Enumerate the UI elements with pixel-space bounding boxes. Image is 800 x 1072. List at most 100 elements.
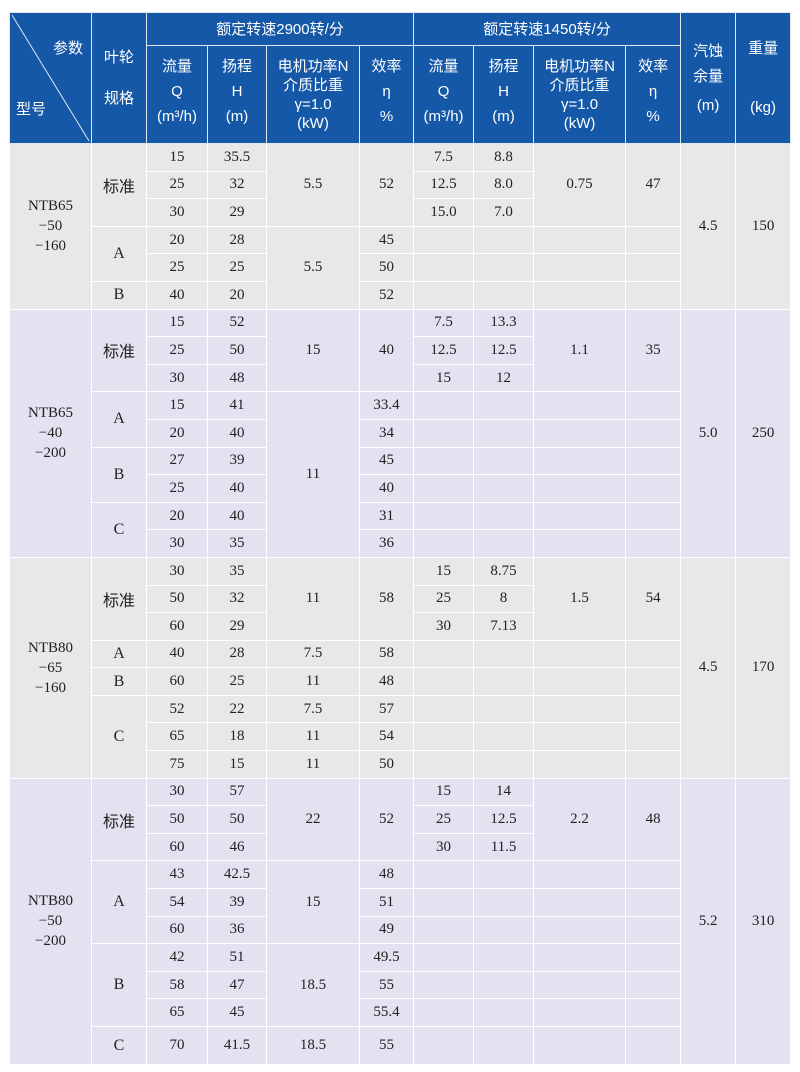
power-header-2900: 电机功率N 介质比重 γ=1.0 (kW) (266, 45, 360, 144)
efficiency-header-line: η (382, 83, 391, 100)
npsh-header-line: 汽蚀 (693, 42, 724, 60)
head-1450-cell-empty (473, 391, 535, 420)
model-line: NTB65 (28, 198, 73, 215)
weight-header: 重量 (kg) (735, 12, 792, 144)
power-1450-cell-empty (533, 446, 627, 476)
model-line: −50 (38, 218, 63, 235)
power-1450-cell-empty (533, 529, 627, 558)
npsh-cell: 5.2 (680, 777, 737, 1066)
flow-1450-cell-empty (413, 391, 475, 420)
efficiency-1450-cell-empty (625, 639, 682, 669)
flow-2900-cell: 58 (146, 970, 208, 1000)
efficiency-1450-cell-empty (625, 722, 682, 752)
table-row: NTB80 −50 −200 标准 30 57 22 52 15 14 2.2 48 5.2 310 (9, 777, 792, 1066)
efficiency-header-line: 效率 (638, 58, 669, 75)
flow-2900-cell: 30 (146, 529, 208, 558)
table-row: 25 32 12.5 8.0 (10, 170, 791, 200)
power-2900-cell: 7.5 (266, 694, 360, 724)
table-row: 30 48 15 12 (10, 363, 791, 393)
efficiency-header-line: η (648, 83, 658, 100)
flow-1450-cell: 7.5 (413, 308, 475, 338)
flow-1450-cell: 7.5 (413, 143, 475, 172)
efficiency-header-2900: 效率 η% (358, 45, 415, 144)
efficiency-2900-cell: 51 (358, 888, 415, 917)
table-row: 60 36 49 (10, 915, 791, 945)
efficiency-1450-cell: 48 (625, 777, 682, 862)
head-2900-cell: 40 (207, 501, 267, 531)
efficiency-1450-cell-empty (625, 280, 682, 310)
efficiency-2900-cell: 31 (358, 501, 415, 531)
efficiency-2900-cell: 45 (358, 446, 415, 476)
flow-2900-cell: 30 (146, 556, 208, 586)
table-row: 65 18 11 54 (10, 722, 791, 752)
head-2900-cell: 18 (207, 722, 267, 752)
efficiency-1450-cell: 54 (625, 556, 682, 641)
power-1450-cell-empty (533, 750, 627, 779)
efficiency-2900-cell: 52 (358, 143, 415, 227)
head-1450-cell-empty (473, 225, 535, 255)
flow-2900-cell: 20 (146, 501, 208, 531)
flow-1450-cell-empty (413, 639, 475, 669)
flow-2900-cell: 25 (146, 253, 208, 282)
model-line: −160 (35, 679, 66, 696)
head-1450-cell: 14 (473, 777, 535, 807)
head-2900-cell: 29 (207, 612, 267, 641)
efficiency-2900-cell: 52 (358, 777, 415, 862)
head-header-line: 扬程 (221, 58, 252, 75)
efficiency-1450-cell-empty (625, 253, 682, 282)
efficiency-2900-cell: 55 (358, 970, 415, 1000)
head-2900-cell: 35 (207, 529, 267, 558)
head-1450-cell-empty (473, 915, 535, 945)
efficiency-2900-cell: 50 (358, 253, 415, 282)
efficiency-1450-cell-empty (625, 529, 682, 558)
efficiency-1450-cell-empty (625, 943, 682, 972)
power-1450-cell-empty (533, 998, 627, 1027)
head-1450-cell: 13.3 (473, 308, 535, 338)
model-line: NTB80 (28, 639, 73, 656)
flow-2900-cell: 20 (146, 225, 208, 255)
head-2900-cell: 32 (207, 584, 267, 614)
flow-header-line: Q (171, 83, 183, 100)
power-2900-cell: 15 (266, 860, 360, 945)
table-row: A 43 42.5 15 48 (10, 860, 791, 945)
model-cell: NTB80 −50 −200 (9, 777, 92, 1066)
head-1450-cell-empty (473, 280, 535, 310)
weight-cell: 150 (735, 143, 792, 310)
model-param-corner-header: 参数 型号 (9, 12, 92, 144)
efficiency-1450-cell-empty (625, 225, 682, 255)
head-2900-cell: 28 (207, 639, 267, 669)
efficiency-2900-cell: 50 (358, 750, 415, 779)
flow-2900-cell: 43 (146, 860, 208, 890)
head-1450-cell: 12 (473, 363, 535, 393)
flow-1450-cell-empty (413, 888, 475, 917)
power-1450-cell: 1.5 (533, 556, 627, 641)
head-2900-cell: 41.5 (207, 1026, 267, 1065)
weight-cell: 170 (735, 556, 792, 779)
flow-2900-cell: 25 (146, 170, 208, 200)
table-row: 75 15 11 50 (10, 750, 791, 779)
head-1450-cell-empty (473, 722, 535, 752)
head-2900-cell: 42.5 (207, 860, 267, 890)
flow-2900-cell: 60 (146, 667, 208, 696)
flow-1450-cell-empty (413, 694, 475, 724)
flow-1450-cell-empty (413, 998, 475, 1027)
power-1450-cell-empty (533, 253, 627, 282)
table-row: 25 25 50 (10, 253, 791, 282)
impeller-cell: 标准 (91, 777, 147, 862)
flow-2900-cell: 60 (146, 915, 208, 945)
flow-header-line: Q (437, 83, 450, 100)
power-2900-cell: 11 (266, 667, 360, 696)
efficiency-1450-cell-empty (625, 418, 682, 448)
table-row: A 20 28 5.5 45 (10, 225, 791, 310)
power-header-line: (kW) (563, 114, 596, 132)
flow-2900-cell: 50 (146, 805, 208, 834)
power-1450-cell-empty (533, 280, 627, 310)
flow-2900-cell: 65 (146, 998, 208, 1027)
efficiency-2900-cell: 57 (358, 694, 415, 724)
table-row: NTB80 −65 −160 标准 30 35 11 58 15 8.75 1.5 54 4.5 170 (9, 556, 792, 779)
weight-cell: 310 (735, 777, 792, 1066)
head-2900-cell: 28 (207, 225, 267, 255)
head-1450-cell-empty (473, 253, 535, 282)
flow-2900-cell: 65 (146, 722, 208, 752)
power-2900-cell: 11 (266, 391, 360, 558)
